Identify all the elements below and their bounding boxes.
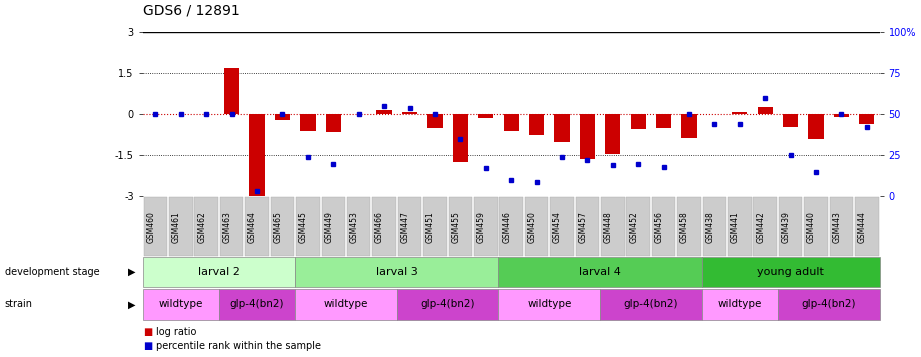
- Text: log ratio: log ratio: [156, 327, 196, 337]
- Text: GSM443: GSM443: [833, 211, 842, 243]
- Text: ▶: ▶: [128, 299, 135, 310]
- Text: GSM448: GSM448: [604, 211, 612, 242]
- Bar: [453, 114, 468, 162]
- Text: young adult: young adult: [757, 267, 824, 277]
- Text: GSM454: GSM454: [553, 211, 562, 243]
- Text: larval 3: larval 3: [376, 267, 418, 277]
- Bar: [402, 111, 417, 114]
- Bar: [377, 110, 391, 114]
- Text: GSM445: GSM445: [299, 211, 308, 243]
- Text: GSM456: GSM456: [655, 211, 664, 243]
- Text: GSM449: GSM449: [324, 211, 333, 243]
- Text: ▶: ▶: [128, 267, 135, 277]
- Text: GSM457: GSM457: [578, 211, 588, 243]
- Text: GSM459: GSM459: [477, 211, 485, 243]
- Bar: [250, 114, 264, 196]
- Text: GSM466: GSM466: [375, 211, 384, 243]
- Text: wildtype: wildtype: [158, 299, 203, 310]
- Bar: [427, 114, 443, 128]
- Bar: [656, 114, 671, 128]
- Text: GSM455: GSM455: [451, 211, 460, 243]
- Text: ■: ■: [143, 327, 152, 337]
- Text: wildtype: wildtype: [324, 299, 368, 310]
- Text: development stage: development stage: [5, 267, 99, 277]
- Bar: [859, 114, 874, 124]
- Text: GSM450: GSM450: [528, 211, 537, 243]
- Text: GSM460: GSM460: [146, 211, 156, 243]
- Text: GSM458: GSM458: [680, 211, 689, 242]
- Text: strain: strain: [5, 299, 32, 310]
- Text: glp-4(bn2): glp-4(bn2): [420, 299, 475, 310]
- Bar: [732, 111, 748, 114]
- Text: GSM464: GSM464: [248, 211, 257, 243]
- Text: GSM438: GSM438: [705, 211, 715, 242]
- Bar: [631, 114, 646, 129]
- Bar: [224, 68, 239, 114]
- Text: GSM461: GSM461: [172, 211, 181, 242]
- Bar: [478, 114, 494, 119]
- Text: GSM465: GSM465: [274, 211, 283, 243]
- Text: GSM441: GSM441: [731, 211, 740, 242]
- Text: ■: ■: [143, 341, 152, 351]
- Bar: [605, 114, 621, 154]
- Text: GSM442: GSM442: [756, 211, 765, 242]
- Text: wildtype: wildtype: [527, 299, 571, 310]
- Bar: [809, 114, 823, 139]
- Text: GSM451: GSM451: [426, 211, 435, 242]
- Bar: [554, 114, 569, 142]
- Text: larval 2: larval 2: [198, 267, 239, 277]
- Bar: [758, 107, 773, 114]
- Bar: [783, 114, 799, 127]
- Bar: [274, 114, 290, 120]
- Text: GSM446: GSM446: [502, 211, 511, 243]
- Text: larval 4: larval 4: [579, 267, 621, 277]
- Bar: [579, 114, 595, 159]
- Text: GSM447: GSM447: [401, 211, 410, 243]
- Bar: [529, 114, 544, 135]
- Text: wildtype: wildtype: [717, 299, 762, 310]
- Bar: [834, 114, 849, 117]
- Bar: [300, 114, 316, 131]
- Text: GSM463: GSM463: [223, 211, 232, 243]
- Text: GSM440: GSM440: [807, 211, 816, 243]
- Text: glp-4(bn2): glp-4(bn2): [624, 299, 678, 310]
- Text: GSM444: GSM444: [857, 211, 867, 243]
- Text: glp-4(bn2): glp-4(bn2): [230, 299, 285, 310]
- Bar: [682, 114, 696, 137]
- Text: GSM452: GSM452: [629, 211, 638, 242]
- Text: GSM462: GSM462: [197, 211, 206, 242]
- Text: GDS6 / 12891: GDS6 / 12891: [143, 4, 239, 18]
- Bar: [326, 114, 341, 132]
- Text: glp-4(bn2): glp-4(bn2): [801, 299, 856, 310]
- Text: GSM439: GSM439: [782, 211, 790, 243]
- Bar: [504, 114, 519, 131]
- Text: GSM453: GSM453: [350, 211, 358, 243]
- Text: percentile rank within the sample: percentile rank within the sample: [156, 341, 321, 351]
